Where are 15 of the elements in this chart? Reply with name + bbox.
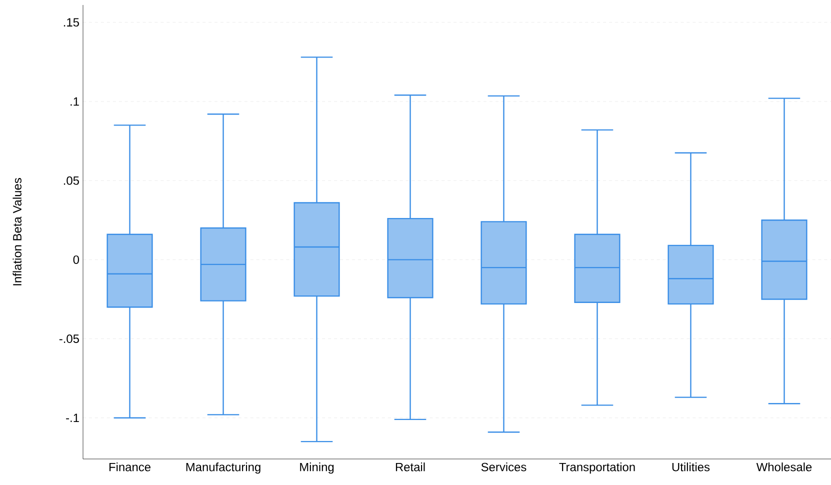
y-tick-label: 0	[73, 255, 80, 264]
y-tick-label: -.05	[59, 334, 79, 343]
x-tick-label: Manufacturing	[186, 462, 260, 474]
x-tick-label: Retail	[396, 462, 425, 472]
y-tick-label: .05	[64, 176, 79, 185]
y-tick-label: -.1	[66, 414, 79, 422]
x-tick-label: Services	[481, 462, 526, 472]
x-tick-label: Utilities	[672, 462, 710, 472]
y-tick-label: .1	[70, 97, 79, 106]
x-tick-label: Wholesale	[756, 462, 812, 472]
x-tick-label: Transportation	[559, 462, 635, 474]
x-tick-label: Finance	[109, 462, 150, 472]
y-tick-label: .15	[64, 18, 79, 27]
x-tick-label: Mining	[300, 462, 334, 474]
y-axis-title: Inflation Beta Values	[12, 178, 22, 286]
